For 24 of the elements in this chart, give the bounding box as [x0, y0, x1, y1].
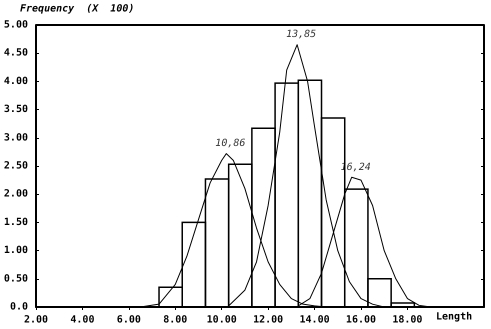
y-tick-label: 2.00 [4, 188, 28, 200]
x-axis-title: Length [436, 312, 472, 322]
x-tick-label: 6.00 [116, 314, 141, 326]
y-tick-label: 2.50 [4, 160, 28, 172]
x-tick-label: 12.00 [253, 314, 284, 326]
y-tick-label: 4.50 [4, 48, 28, 59]
x-tick-label: 18.00 [392, 314, 422, 326]
y-tick-label: 3.00 [4, 132, 28, 144]
x-tick-label: 2.00 [24, 314, 48, 326]
y-tick-label: 1.00 [4, 245, 28, 256]
x-tick-label: 16.00 [346, 314, 376, 326]
y-tick-label: 0.50 [4, 273, 28, 284]
x-tick-label: 8.00 [163, 314, 188, 326]
y-tick-label: 5.00 [4, 20, 28, 30]
y-axis-title: Frequency (X 100) [20, 4, 134, 14]
y-tick-label: 4.00 [4, 76, 28, 87]
y-tick-label: 3.50 [4, 104, 28, 116]
y-tick-label: 0.0 [10, 302, 28, 312]
x-tick-label: 10.00 [206, 314, 237, 326]
annotation: 10,86 [215, 138, 246, 150]
x-tick-label: 14.00 [299, 314, 330, 326]
y-tick-label: 1.50 [4, 216, 28, 228]
x-tick-label: 4.00 [70, 314, 94, 326]
annotation: 13,85 [286, 29, 316, 40]
